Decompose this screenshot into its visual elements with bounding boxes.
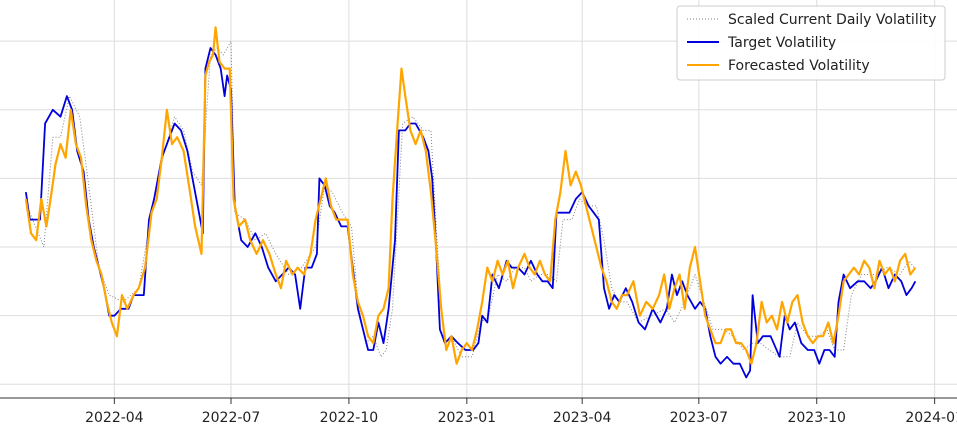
series-line-forecast	[24, 26, 917, 365]
x-tick-label-6: 2023-10	[787, 410, 846, 426]
x-tick-label-2: 2022-10	[320, 410, 379, 426]
x-tick-label-4: 2023-04	[553, 410, 612, 426]
x-tick-label-3: 2023-01	[438, 410, 497, 426]
x-axis: 2022-04 2022-07 2022-10 2023-01 2023-04 2023-…	[0, 397, 957, 426]
series-line-target	[25, 47, 917, 379]
x-tick-label-1: 2022-07	[202, 410, 261, 426]
series-layer	[24, 26, 917, 379]
legend-label-scaled: Scaled Current Daily Volatility	[728, 12, 936, 28]
x-tick-label-7: 2024-01	[905, 410, 957, 426]
series-line-scaled	[29, 40, 915, 358]
legend: Scaled Current Daily Volatility Target V…	[676, 5, 946, 81]
legend-box	[676, 5, 946, 81]
legend-label-forecast: Forecasted Volatility	[728, 58, 870, 74]
x-tick-label-0: 2022-04	[85, 410, 144, 426]
x-tick-label-5: 2023-07	[670, 410, 729, 426]
legend-label-target: Target Volatility	[727, 35, 836, 51]
